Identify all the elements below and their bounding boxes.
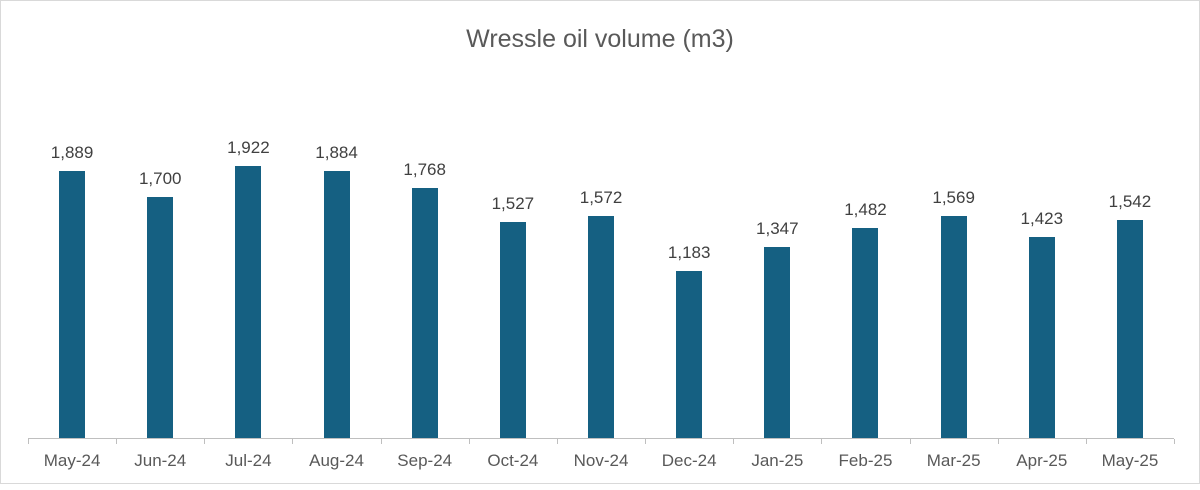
x-axis-tick-label: Aug-24 [309, 451, 364, 470]
bar-column: 1,542 [1086, 1, 1174, 438]
bar [588, 216, 615, 438]
x-axis-tick [292, 439, 293, 444]
x-axis-tick [910, 439, 911, 444]
bar [764, 247, 791, 438]
x-axis-tick-label: Jun-24 [134, 451, 187, 470]
bar [940, 216, 967, 438]
x-axis-tick [204, 439, 205, 444]
x-axis-tick [557, 439, 558, 444]
x-axis-tick-label: Oct-24 [487, 451, 539, 470]
bar [411, 188, 438, 438]
x-axis-tick-label: Apr-25 [1016, 451, 1068, 470]
x-axis-tick [998, 439, 999, 444]
bar-value-label: 1,482 [844, 200, 887, 219]
bar [147, 197, 174, 438]
bar-value-label: 1,700 [138, 169, 182, 188]
bar-column: 1,527 [469, 1, 557, 438]
bar-value-label: 1,542 [1108, 192, 1152, 211]
x-axis-tick [116, 439, 117, 444]
bar-value-label: 1,423 [1020, 209, 1064, 228]
bar [1028, 237, 1055, 438]
bar-value-label: 1,347 [756, 219, 799, 238]
bar-value-label: 1,527 [491, 194, 535, 213]
bar-value-label: 1,889 [50, 143, 94, 162]
x-axis-tick [381, 439, 382, 444]
bar [235, 166, 262, 438]
bar [852, 228, 879, 438]
x-axis-tick-label: Dec-24 [661, 451, 717, 470]
bar-column: 1,569 [910, 1, 998, 438]
x-axis-tick [1086, 439, 1087, 444]
x-axis-tick [645, 439, 646, 444]
bar-column: 1,889 [28, 1, 116, 438]
bar-series: 1,889 1,700 1,922 1,884 1,768 1,527 1,572 1,183… [28, 1, 1174, 438]
bar-column: 1,423 [998, 1, 1086, 438]
bar-value-label: 1,768 [403, 160, 446, 179]
x-axis-tick [1174, 439, 1175, 444]
plot-area: 1,889 1,700 1,922 1,884 1,768 1,527 1,572 1,183… [28, 1, 1175, 485]
bar-column: 1,572 [557, 1, 645, 438]
x-axis-tick-label: Mar-25 [926, 451, 981, 470]
x-axis-labels: May-24 Jun-24 Jul-24 Aug-24 Sep-24 Oct-24 Nov-… [28, 451, 1174, 471]
bar-column: 1,347 [733, 1, 821, 438]
chart-title: Wressle oil volume (m3) [466, 25, 734, 53]
x-axis-tick [821, 439, 822, 444]
bar-value-label: 1,922 [227, 138, 270, 157]
x-axis-tick-label: Jan-25 [751, 451, 804, 470]
x-axis-line [28, 438, 1174, 439]
bar [499, 222, 526, 438]
x-axis-tick-label: Jul-24 [225, 451, 272, 470]
bar-column: 1,922 [204, 1, 292, 438]
bar-value-label: 1,183 [667, 243, 711, 262]
x-axis-tick [469, 439, 470, 444]
x-axis-tick-label: Nov-24 [573, 451, 629, 470]
x-axis-tick [733, 439, 734, 444]
x-axis-tick [28, 439, 29, 444]
x-axis-tick-label: Feb-25 [838, 451, 893, 470]
x-axis-tick-label: May-25 [1101, 451, 1159, 470]
bar-value-label: 1,572 [579, 188, 623, 207]
bar-column: 1,183 [645, 1, 733, 438]
bar-column: 1,482 [821, 1, 909, 438]
bar-value-label: 1,884 [315, 143, 358, 162]
bar-column: 1,884 [292, 1, 380, 438]
bar-value-label: 1,569 [932, 188, 975, 207]
x-axis-tick-label: May-24 [43, 451, 101, 470]
bar [1116, 220, 1143, 438]
bar-column: 1,700 [116, 1, 204, 438]
bar [323, 171, 350, 438]
bar [59, 171, 86, 438]
bar-column: 1,768 [381, 1, 469, 438]
x-axis-tick-label: Sep-24 [397, 451, 453, 470]
bar [676, 271, 703, 438]
